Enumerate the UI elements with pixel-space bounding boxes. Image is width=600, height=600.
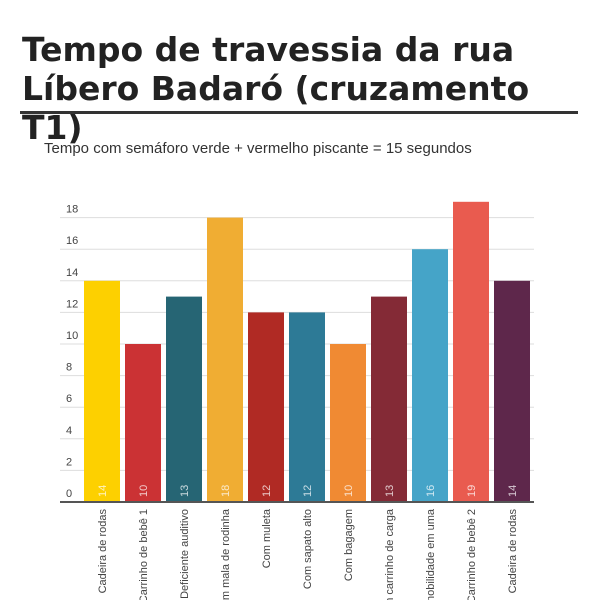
- x-axis-labels: Cadeira de rodas Carrinho de bebê 1 Defici…: [97, 508, 519, 600]
- x-tick-label: Cadeira de rodas: [97, 509, 109, 594]
- x-tick-label: Com muleta: [261, 508, 273, 568]
- bars: [84, 201, 530, 503]
- bar-value-label: 10: [138, 485, 150, 497]
- chart-subtitle: Tempo com semáforo verde + vermelho pisc…: [44, 140, 472, 157]
- y-tick-label: 8: [66, 362, 72, 374]
- x-tick-label: Com sapato alto: [302, 509, 314, 589]
- bar-value-label: 16: [425, 485, 437, 497]
- y-tick-label: 10: [66, 330, 78, 342]
- x-tick-label: Com bagagem: [343, 509, 355, 581]
- y-tick-label: 4: [66, 425, 72, 437]
- bar-value-label: 19: [466, 485, 478, 497]
- bar-value-label: 10: [343, 485, 355, 497]
- x-tick-label: Deficiente auditivo: [179, 509, 191, 599]
- y-axis-ticks: 0 2 4 6 8 10 12 14 16 18: [66, 204, 78, 500]
- bar: [371, 296, 407, 502]
- y-tick-label: 16: [66, 235, 78, 247]
- bar: [494, 280, 530, 502]
- y-tick-label: 6: [66, 393, 72, 405]
- x-tick-label: m mala de rodinha: [220, 508, 232, 600]
- value-labels: 14 10 13 18 12 12 10 13 16 19 14: [97, 485, 519, 497]
- y-tick-label: 0: [66, 488, 72, 500]
- bar-value-label: 14: [97, 485, 109, 497]
- chart-title-line-2: Líbero Badaró (cruzamento T1): [22, 69, 530, 147]
- bar: [84, 280, 120, 502]
- y-tick-label: 18: [66, 204, 78, 216]
- bar-value-label: 14: [507, 485, 519, 497]
- bar-value-label: 18: [220, 485, 232, 497]
- title-underline: [20, 111, 578, 114]
- x-tick-label: Carrinho de bebê 1: [138, 509, 150, 600]
- bar: [207, 217, 243, 502]
- y-tick-label: 14: [66, 267, 78, 279]
- bar: [453, 201, 489, 503]
- bar-value-label: 12: [302, 485, 314, 497]
- x-tick-label: n carrinho de carga: [384, 508, 396, 600]
- chart-title-line-1: Tempo de travessia da rua: [22, 30, 515, 69]
- y-tick-label: 2: [66, 456, 72, 468]
- bar: [330, 344, 366, 502]
- bar: [289, 312, 325, 502]
- bar-value-label: 12: [261, 485, 273, 497]
- x-tick-label: Carrinho de bebê 2: [466, 509, 478, 600]
- bar-value-label: 13: [179, 485, 191, 497]
- bar: [125, 344, 161, 502]
- bar: [412, 249, 448, 502]
- bar: [248, 312, 284, 502]
- x-tick-label: nobilidade em uma: [425, 508, 437, 600]
- bar: [166, 296, 202, 502]
- x-tick-label: Cadeira de rodas: [507, 509, 519, 594]
- chart-title: Tempo de travessia da rua Líbero Badaró …: [22, 30, 600, 147]
- bar-value-label: 13: [384, 485, 396, 497]
- y-tick-label: 12: [66, 298, 78, 310]
